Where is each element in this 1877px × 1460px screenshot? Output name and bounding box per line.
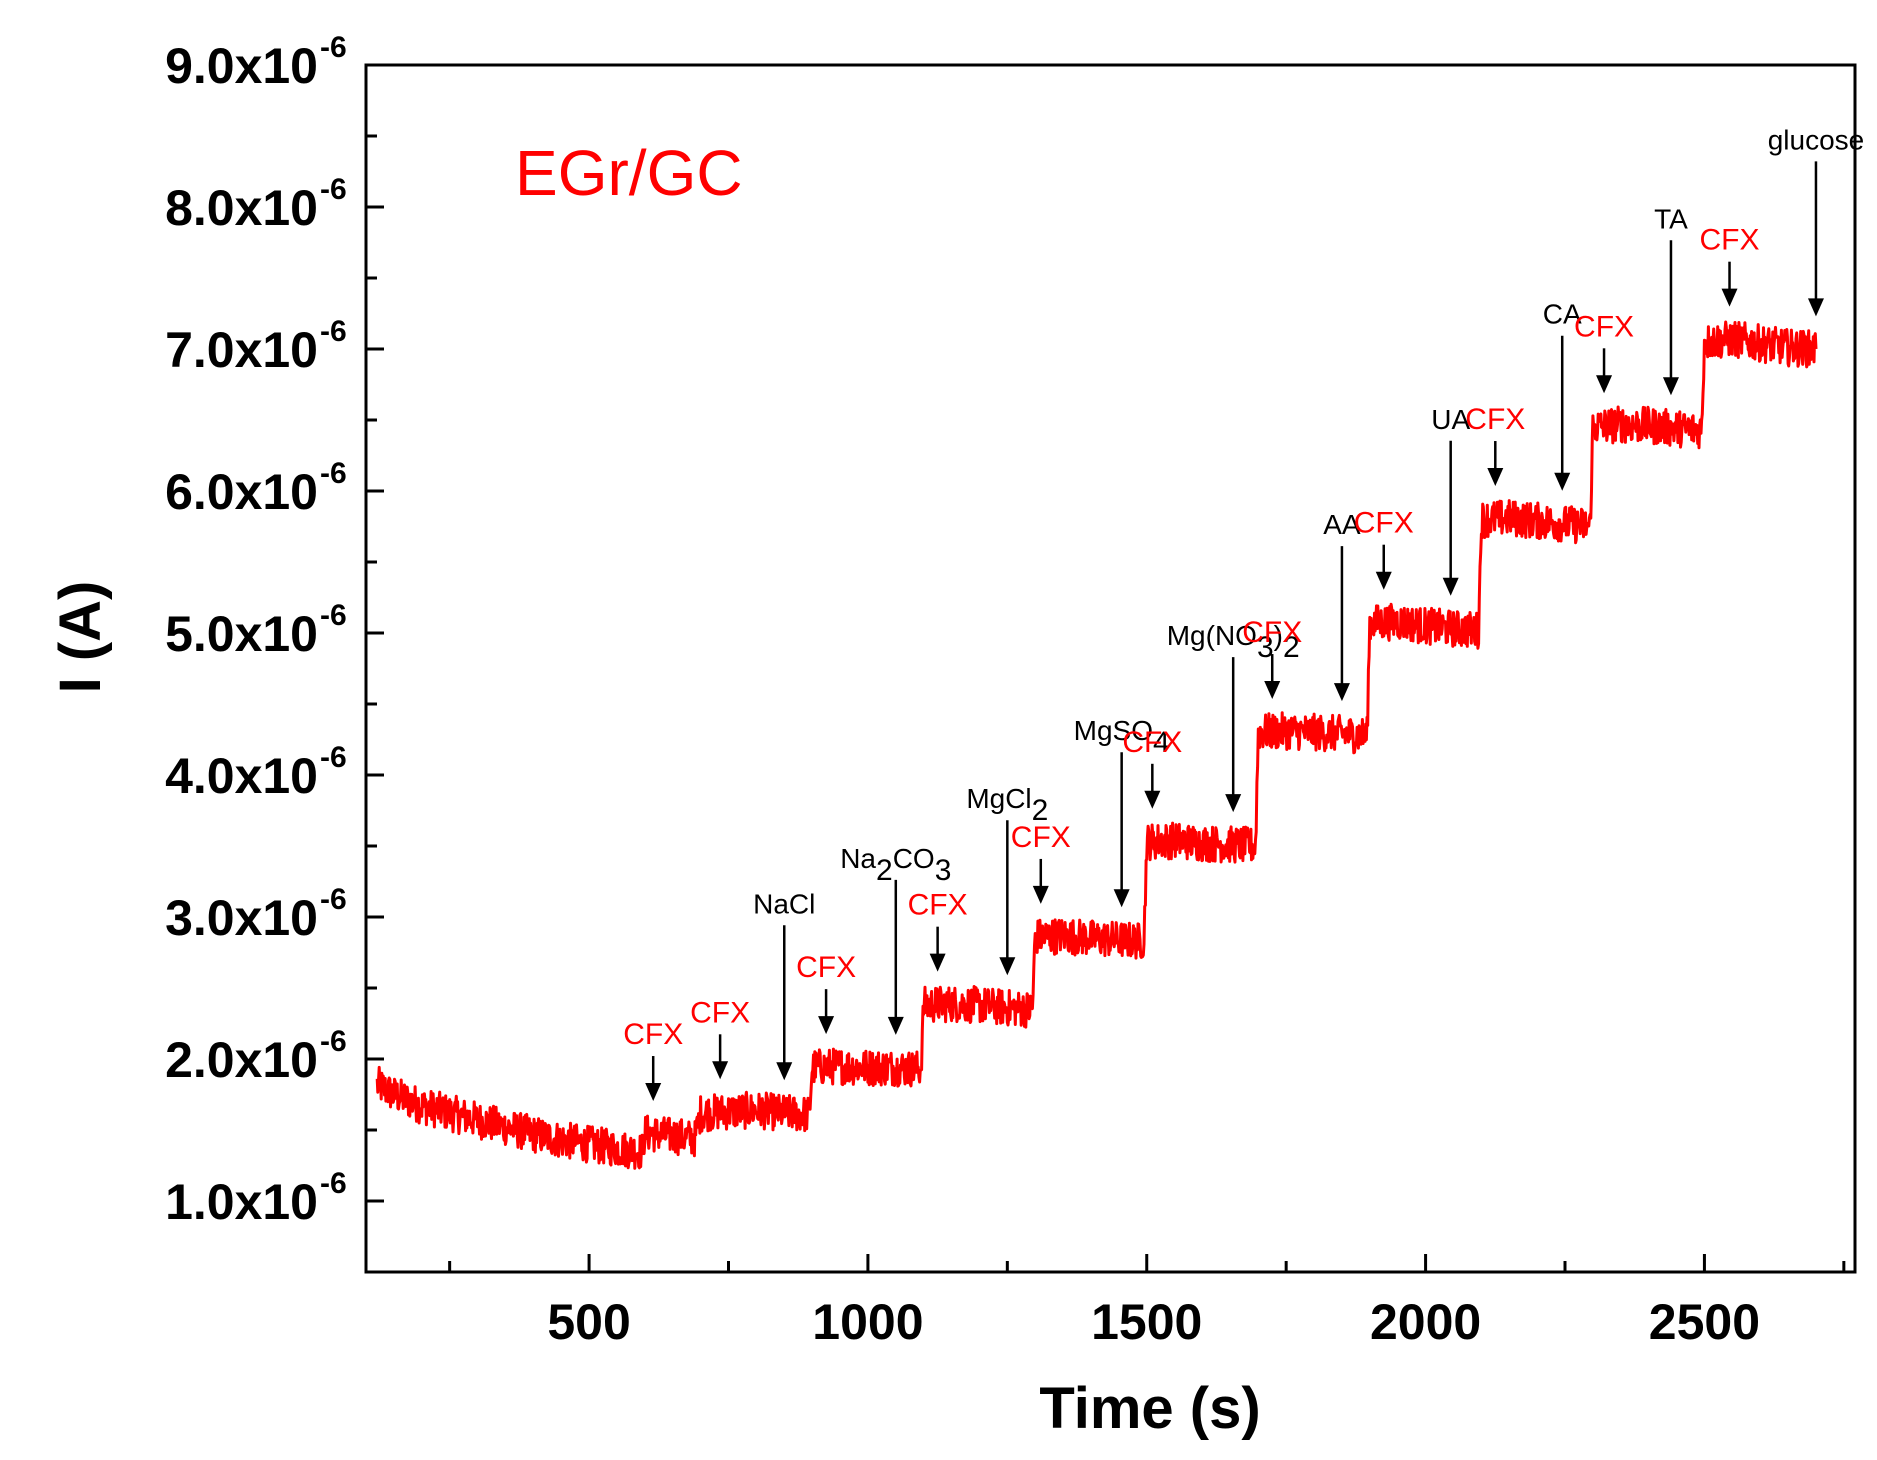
annotation-arrow-head bbox=[929, 953, 946, 972]
annotation-label: CA bbox=[1543, 299, 1582, 330]
annotation-label: CFX bbox=[1465, 403, 1525, 436]
y-tick-exponent: -6 bbox=[320, 315, 347, 348]
annotation-label: CFX bbox=[623, 1018, 683, 1051]
y-tick-label: 3.0x10 bbox=[165, 890, 318, 946]
annotation-arrow-head bbox=[1596, 375, 1613, 394]
annotation-label: CFX bbox=[1574, 310, 1634, 343]
annotation-arrow-head bbox=[1032, 885, 1049, 904]
y-tick-exponent: -6 bbox=[320, 1025, 347, 1058]
annotation-label: UA bbox=[1431, 404, 1470, 435]
y-tick-exponent: -6 bbox=[320, 883, 347, 916]
annotation-label: MgCl2 bbox=[966, 783, 1048, 827]
y-tick-label: 9.0x10 bbox=[165, 38, 318, 94]
y-axis: 1.0x10 -62.0x10 -63.0x10 -64.0x10 -65.0x10 -6… bbox=[165, 31, 384, 1274]
annotation-arrow-head bbox=[712, 1061, 729, 1080]
annotation-label: glucose bbox=[1768, 124, 1865, 155]
y-tick-exponent: -6 bbox=[320, 599, 347, 632]
annotation-label: Na2CO3 bbox=[840, 843, 951, 887]
plot-frame bbox=[364, 63, 1857, 1274]
x-axis: 500 1000 1500 2000 2500 bbox=[448, 1254, 1846, 1350]
annotation-label: CFX bbox=[1011, 821, 1071, 854]
inset-label: EGr/GC bbox=[515, 137, 743, 209]
annotation-label: CFX bbox=[908, 889, 968, 922]
annotation-label: CFX bbox=[1700, 224, 1760, 257]
annotation-arrow-head bbox=[776, 1062, 793, 1081]
y-tick-label: 5.0x10 bbox=[165, 606, 318, 662]
annotation-arrow-head bbox=[1662, 377, 1679, 396]
annotation-label: CFX bbox=[1242, 616, 1302, 649]
annotation-arrow-head bbox=[1721, 288, 1738, 307]
y-tick-label: 6.0x10 bbox=[165, 464, 318, 520]
x-tick-label: 1000 bbox=[812, 1294, 923, 1350]
annotation-arrow-head bbox=[1113, 889, 1130, 908]
x-tick-label: 2500 bbox=[1649, 1294, 1760, 1350]
annotation-arrow-head bbox=[645, 1083, 662, 1102]
annotation-label: NaCl bbox=[753, 888, 815, 919]
y-axis-title: I (A) bbox=[48, 581, 113, 694]
annotation-label: TA bbox=[1654, 203, 1688, 234]
y-tick-exponent: -6 bbox=[320, 457, 347, 490]
annotation-arrow-head bbox=[887, 1016, 904, 1035]
annotation-label: CFX bbox=[690, 996, 750, 1029]
annotation-arrow-head bbox=[818, 1016, 835, 1035]
annotation-arrow-head bbox=[1225, 794, 1242, 813]
annotation-arrow-head bbox=[1144, 790, 1161, 809]
annotation-label: CFX bbox=[796, 951, 856, 984]
y-tick-exponent: -6 bbox=[320, 173, 347, 206]
series-layer bbox=[375, 320, 1818, 1170]
annotation-arrow-head bbox=[1554, 472, 1571, 491]
series-line-current bbox=[375, 320, 1818, 1170]
annotation-layer: CFXCFXNaClCFXNa2CO3CFXMgCl2CFXMgSO4CFXMg… bbox=[623, 124, 1865, 1102]
y-tick-exponent: -6 bbox=[320, 741, 347, 774]
annotation-arrow-head bbox=[1442, 577, 1459, 596]
annotation-label: CFX bbox=[1354, 507, 1414, 540]
x-tick-label: 500 bbox=[547, 1294, 630, 1350]
y-tick-label: 2.0x10 bbox=[165, 1032, 318, 1088]
y-tick-label: 1.0x10 bbox=[165, 1174, 318, 1230]
x-axis-title: Time (s) bbox=[1039, 1376, 1260, 1441]
annotation-arrow-head bbox=[1807, 298, 1824, 317]
x-tick-label: 2000 bbox=[1370, 1294, 1481, 1350]
annotation-label: MgSO4 bbox=[1074, 715, 1170, 759]
y-tick-exponent: -6 bbox=[320, 31, 347, 64]
annotation-label: AA bbox=[1323, 509, 1361, 540]
annotation-arrow-head bbox=[999, 957, 1016, 976]
y-tick-exponent: -6 bbox=[320, 1167, 347, 1200]
annotation-arrow-head bbox=[1487, 468, 1504, 487]
annotation-label: Mg(NO3)2 bbox=[1167, 620, 1300, 664]
annotation-arrow-head bbox=[1375, 571, 1392, 590]
x-tick-label: 1500 bbox=[1091, 1294, 1202, 1350]
annotation-label: CFX bbox=[1122, 726, 1182, 759]
y-tick-label: 4.0x10 bbox=[165, 748, 318, 804]
annotation-arrow-head bbox=[1333, 683, 1350, 702]
y-tick-label: 8.0x10 bbox=[165, 180, 318, 236]
y-tick-label: 7.0x10 bbox=[165, 322, 318, 378]
annotation-arrow-head bbox=[1264, 681, 1281, 700]
